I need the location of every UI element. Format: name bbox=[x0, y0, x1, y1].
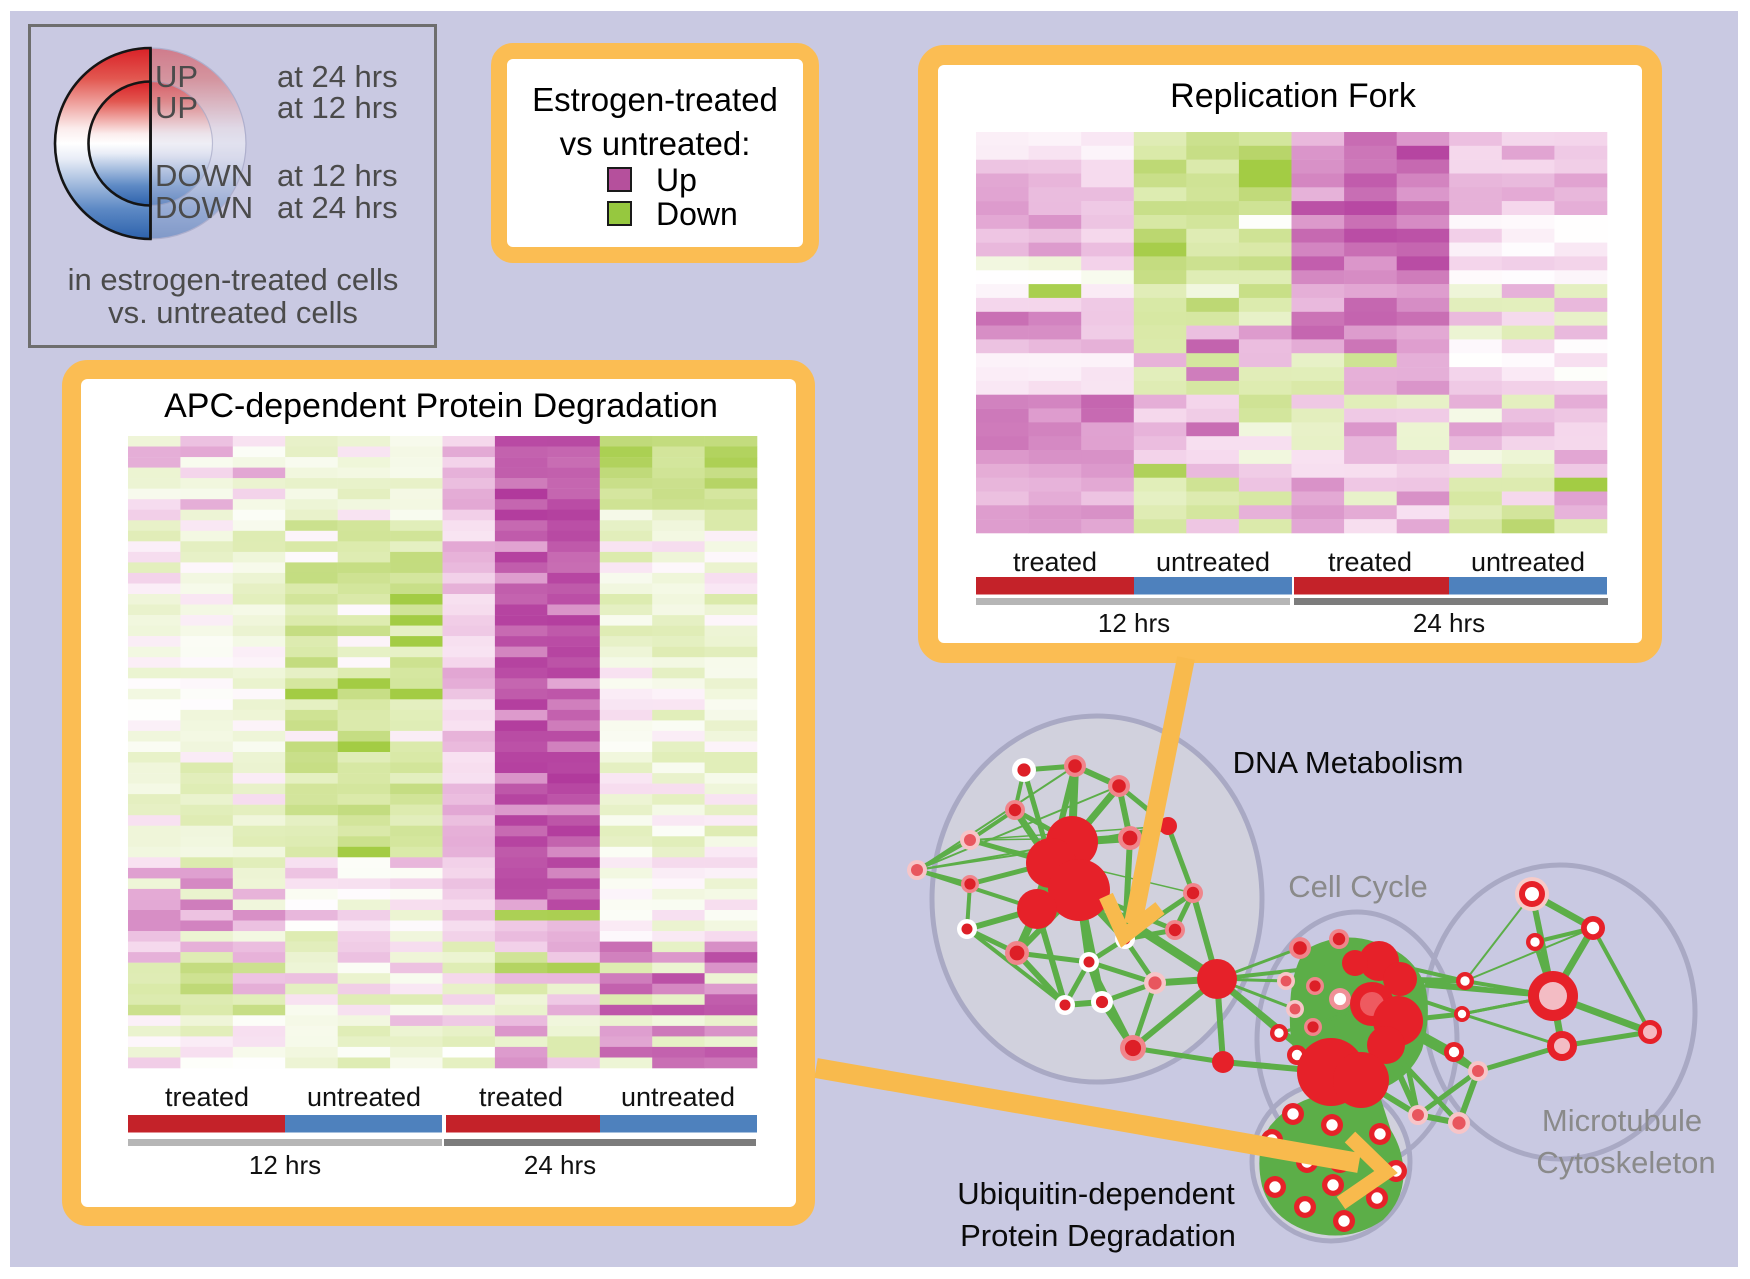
svg-text:DOWN: DOWN bbox=[155, 190, 253, 225]
svg-text:APC-dependent Protein Degradat: APC-dependent Protein Degradation bbox=[164, 387, 718, 425]
svg-text:treated: treated bbox=[165, 1082, 249, 1112]
svg-text:UP: UP bbox=[155, 59, 198, 94]
svg-text:treated: treated bbox=[1328, 547, 1412, 577]
svg-text:Cell Cycle: Cell Cycle bbox=[1288, 869, 1428, 904]
svg-text:treated: treated bbox=[1013, 547, 1097, 577]
svg-text:12 hrs: 12 hrs bbox=[249, 1150, 321, 1180]
svg-text:at 12 hrs: at 12 hrs bbox=[277, 90, 398, 125]
svg-text:untreated: untreated bbox=[1156, 547, 1270, 577]
svg-text:untreated: untreated bbox=[1471, 547, 1585, 577]
svg-text:Microtubule: Microtubule bbox=[1542, 1103, 1702, 1138]
svg-text:Replication Fork: Replication Fork bbox=[1170, 77, 1417, 115]
svg-text:untreated: untreated bbox=[307, 1082, 421, 1112]
svg-text:12 hrs: 12 hrs bbox=[1098, 608, 1170, 638]
svg-text:DNA Metabolism: DNA Metabolism bbox=[1233, 745, 1464, 780]
svg-text:Cytoskeleton: Cytoskeleton bbox=[1536, 1145, 1715, 1180]
svg-text:at 24 hrs: at 24 hrs bbox=[277, 190, 398, 225]
svg-text:UP: UP bbox=[155, 90, 198, 125]
svg-text:in estrogen-treated cells: in estrogen-treated cells bbox=[68, 262, 399, 297]
svg-text:Estrogen-treated: Estrogen-treated bbox=[532, 81, 778, 118]
svg-text:DOWN: DOWN bbox=[155, 158, 253, 193]
svg-text:untreated: untreated bbox=[621, 1082, 735, 1112]
svg-text:Up: Up bbox=[656, 162, 697, 198]
svg-text:at 12 hrs: at 12 hrs bbox=[277, 158, 398, 193]
svg-text:24 hrs: 24 hrs bbox=[524, 1150, 596, 1180]
svg-text:Ubiquitin-dependent: Ubiquitin-dependent bbox=[957, 1176, 1235, 1211]
svg-text:24 hrs: 24 hrs bbox=[1413, 608, 1485, 638]
svg-text:vs. untreated cells: vs. untreated cells bbox=[108, 295, 358, 330]
svg-text:at 24 hrs: at 24 hrs bbox=[277, 59, 398, 94]
svg-text:vs untreated:: vs untreated: bbox=[560, 125, 751, 162]
svg-text:Down: Down bbox=[656, 196, 738, 232]
svg-text:Protein Degradation: Protein Degradation bbox=[960, 1218, 1236, 1253]
svg-text:treated: treated bbox=[479, 1082, 563, 1112]
